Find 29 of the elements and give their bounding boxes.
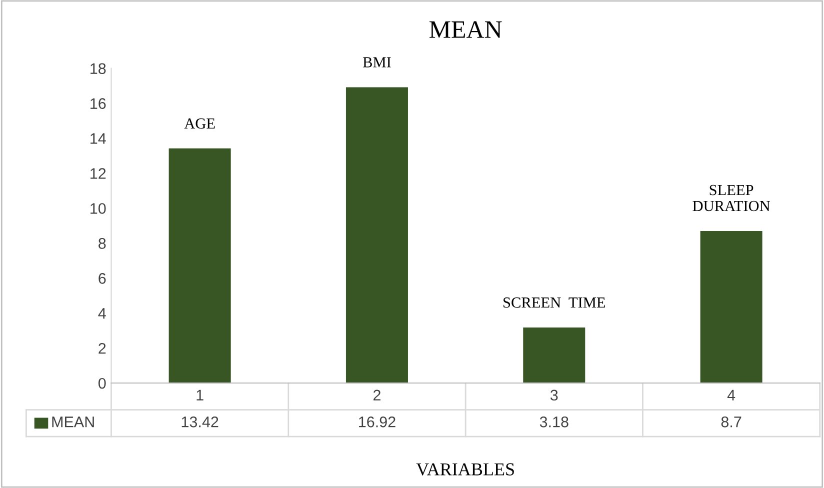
y-tick-label: 16 xyxy=(90,98,106,109)
y-tick-label: 8 xyxy=(98,238,106,249)
annotation: AGE xyxy=(184,118,215,129)
annotation: SCREEN TIME xyxy=(504,297,606,308)
annotation: SLEEP DURATION xyxy=(692,184,770,212)
bar xyxy=(168,148,231,384)
x-tick-label: 1 xyxy=(196,390,204,400)
bar xyxy=(346,87,408,384)
x-tick-label: 4 xyxy=(727,390,736,400)
data-label: 3.18 xyxy=(540,416,568,428)
chart-title: MEAN xyxy=(429,21,502,38)
data-label: 8.7 xyxy=(721,416,742,428)
legend-label: MEAN xyxy=(52,416,94,428)
x-tick-label: 3 xyxy=(550,390,558,401)
y-tick-label: 0 xyxy=(98,378,106,389)
bar xyxy=(523,327,586,384)
x-tick-label: 2 xyxy=(374,390,380,400)
data-label: 16.92 xyxy=(359,416,396,428)
data-label: 13.42 xyxy=(182,416,218,428)
y-tick-label: 6 xyxy=(98,273,106,284)
x-axis-title: VARIABLES xyxy=(416,463,514,476)
y-tick-label: 12 xyxy=(90,168,106,179)
y-tick-label: 2 xyxy=(98,342,106,354)
y-tick-label: 4 xyxy=(98,308,106,319)
y-tick-label: 10 xyxy=(90,203,106,214)
y-tick-label: 18 xyxy=(90,63,106,74)
text: BMI xyxy=(362,57,391,68)
y-tick-label: 14 xyxy=(90,133,106,144)
bar xyxy=(700,230,762,384)
